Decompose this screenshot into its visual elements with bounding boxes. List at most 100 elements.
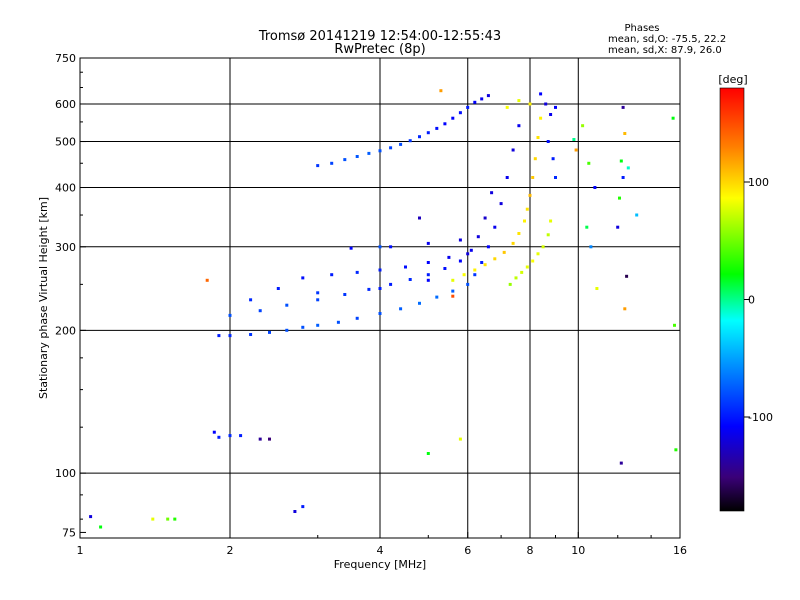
data-point — [343, 158, 347, 162]
data-point — [525, 207, 529, 211]
data-point — [443, 122, 447, 126]
colorbar-ticks: 100 0 -100 — [744, 176, 773, 424]
y-tick-label: 600 — [55, 98, 76, 111]
data-point — [276, 287, 280, 290]
x-axis-label: Frequency [MHz] — [334, 558, 426, 571]
x-tick-label: 8 — [527, 544, 534, 557]
data-point — [301, 325, 305, 329]
x-tick-label: 16 — [673, 544, 687, 557]
data-point — [572, 138, 576, 141]
data-point — [228, 434, 232, 438]
data-point — [426, 241, 430, 245]
data-point — [635, 213, 639, 217]
data-point — [623, 307, 627, 311]
colorbar-tick-label: 100 — [748, 176, 769, 189]
phase-stats-o: mean, sd,O: -75.5, 22.2 — [608, 34, 726, 45]
data-point — [217, 435, 221, 439]
data-point — [618, 196, 621, 200]
data-point — [89, 515, 93, 519]
data-point — [349, 246, 353, 250]
data-point — [626, 166, 630, 170]
data-point — [536, 136, 540, 139]
data-point — [466, 252, 470, 256]
data-point — [520, 270, 524, 274]
x-axis-ticks: 1 2 4 6 8 10 16 — [77, 532, 687, 557]
data-point — [523, 219, 526, 223]
data-point — [473, 273, 477, 277]
data-point — [418, 216, 421, 220]
data-point — [355, 155, 359, 158]
data-point — [508, 282, 512, 286]
colorbar — [719, 87, 745, 512]
data-point — [399, 142, 403, 146]
data-point — [418, 301, 421, 305]
data-point — [426, 278, 430, 282]
data-point — [531, 176, 535, 179]
data-point — [511, 148, 515, 152]
data-point — [205, 278, 209, 282]
data-point — [480, 261, 484, 264]
data-point — [593, 186, 597, 189]
colorbar-tick-label: 0 — [748, 294, 755, 307]
data-point — [378, 312, 382, 315]
data-point — [258, 437, 262, 441]
data-point — [514, 276, 518, 280]
data-point — [546, 233, 550, 237]
x-tick-label: 2 — [227, 544, 234, 557]
data-point — [249, 298, 253, 302]
phase-stats-x: mean, sd,X: 87.9, 26.0 — [608, 45, 722, 56]
data-point — [426, 131, 430, 135]
data-point — [549, 113, 553, 116]
data-point — [268, 330, 271, 334]
chart-title: Tromsø 20141219 12:54:00-12:55:43 — [258, 29, 501, 44]
data-point — [546, 140, 550, 143]
data-point — [443, 267, 447, 270]
data-point — [483, 263, 487, 267]
data-point — [581, 124, 585, 128]
data-point — [623, 132, 627, 135]
data-point — [330, 273, 334, 277]
data-point — [554, 176, 557, 179]
data-point — [536, 252, 540, 256]
data-point — [451, 116, 455, 120]
data-point — [408, 278, 412, 281]
data-point — [228, 313, 232, 317]
data-point — [378, 287, 382, 290]
data-point — [408, 139, 412, 143]
data-point — [389, 146, 393, 150]
data-point — [426, 273, 430, 277]
data-point — [435, 126, 439, 130]
data-point — [451, 278, 455, 282]
data-point — [166, 517, 170, 521]
data-point — [285, 328, 289, 332]
data-point — [483, 216, 487, 220]
y-axis-label: Stationary phase Virtual Height [km] — [37, 197, 50, 399]
grid — [80, 58, 680, 538]
data-point — [99, 525, 103, 529]
data-point — [619, 461, 623, 465]
data-point — [549, 219, 553, 223]
data-point — [435, 295, 439, 299]
data-point — [378, 245, 382, 249]
data-point — [462, 273, 466, 277]
data-point — [595, 287, 599, 290]
data-point — [480, 97, 484, 101]
data-point — [551, 157, 555, 161]
data-point — [389, 245, 393, 249]
data-point — [493, 257, 497, 261]
data-point — [336, 320, 340, 324]
data-point — [544, 102, 548, 106]
data-point — [473, 268, 477, 272]
data-point — [619, 159, 623, 163]
y-tick-label: 500 — [55, 136, 76, 149]
data-point — [554, 105, 557, 109]
y-tick-label: 75 — [62, 526, 76, 539]
data-point — [173, 517, 177, 521]
data-point — [528, 102, 532, 106]
data-point — [476, 235, 480, 239]
y-tick-label: 750 — [55, 52, 76, 65]
data-point — [625, 274, 629, 278]
data-point — [505, 105, 509, 109]
data-point — [539, 116, 543, 120]
phase-stats-heading: Phases — [624, 23, 659, 34]
